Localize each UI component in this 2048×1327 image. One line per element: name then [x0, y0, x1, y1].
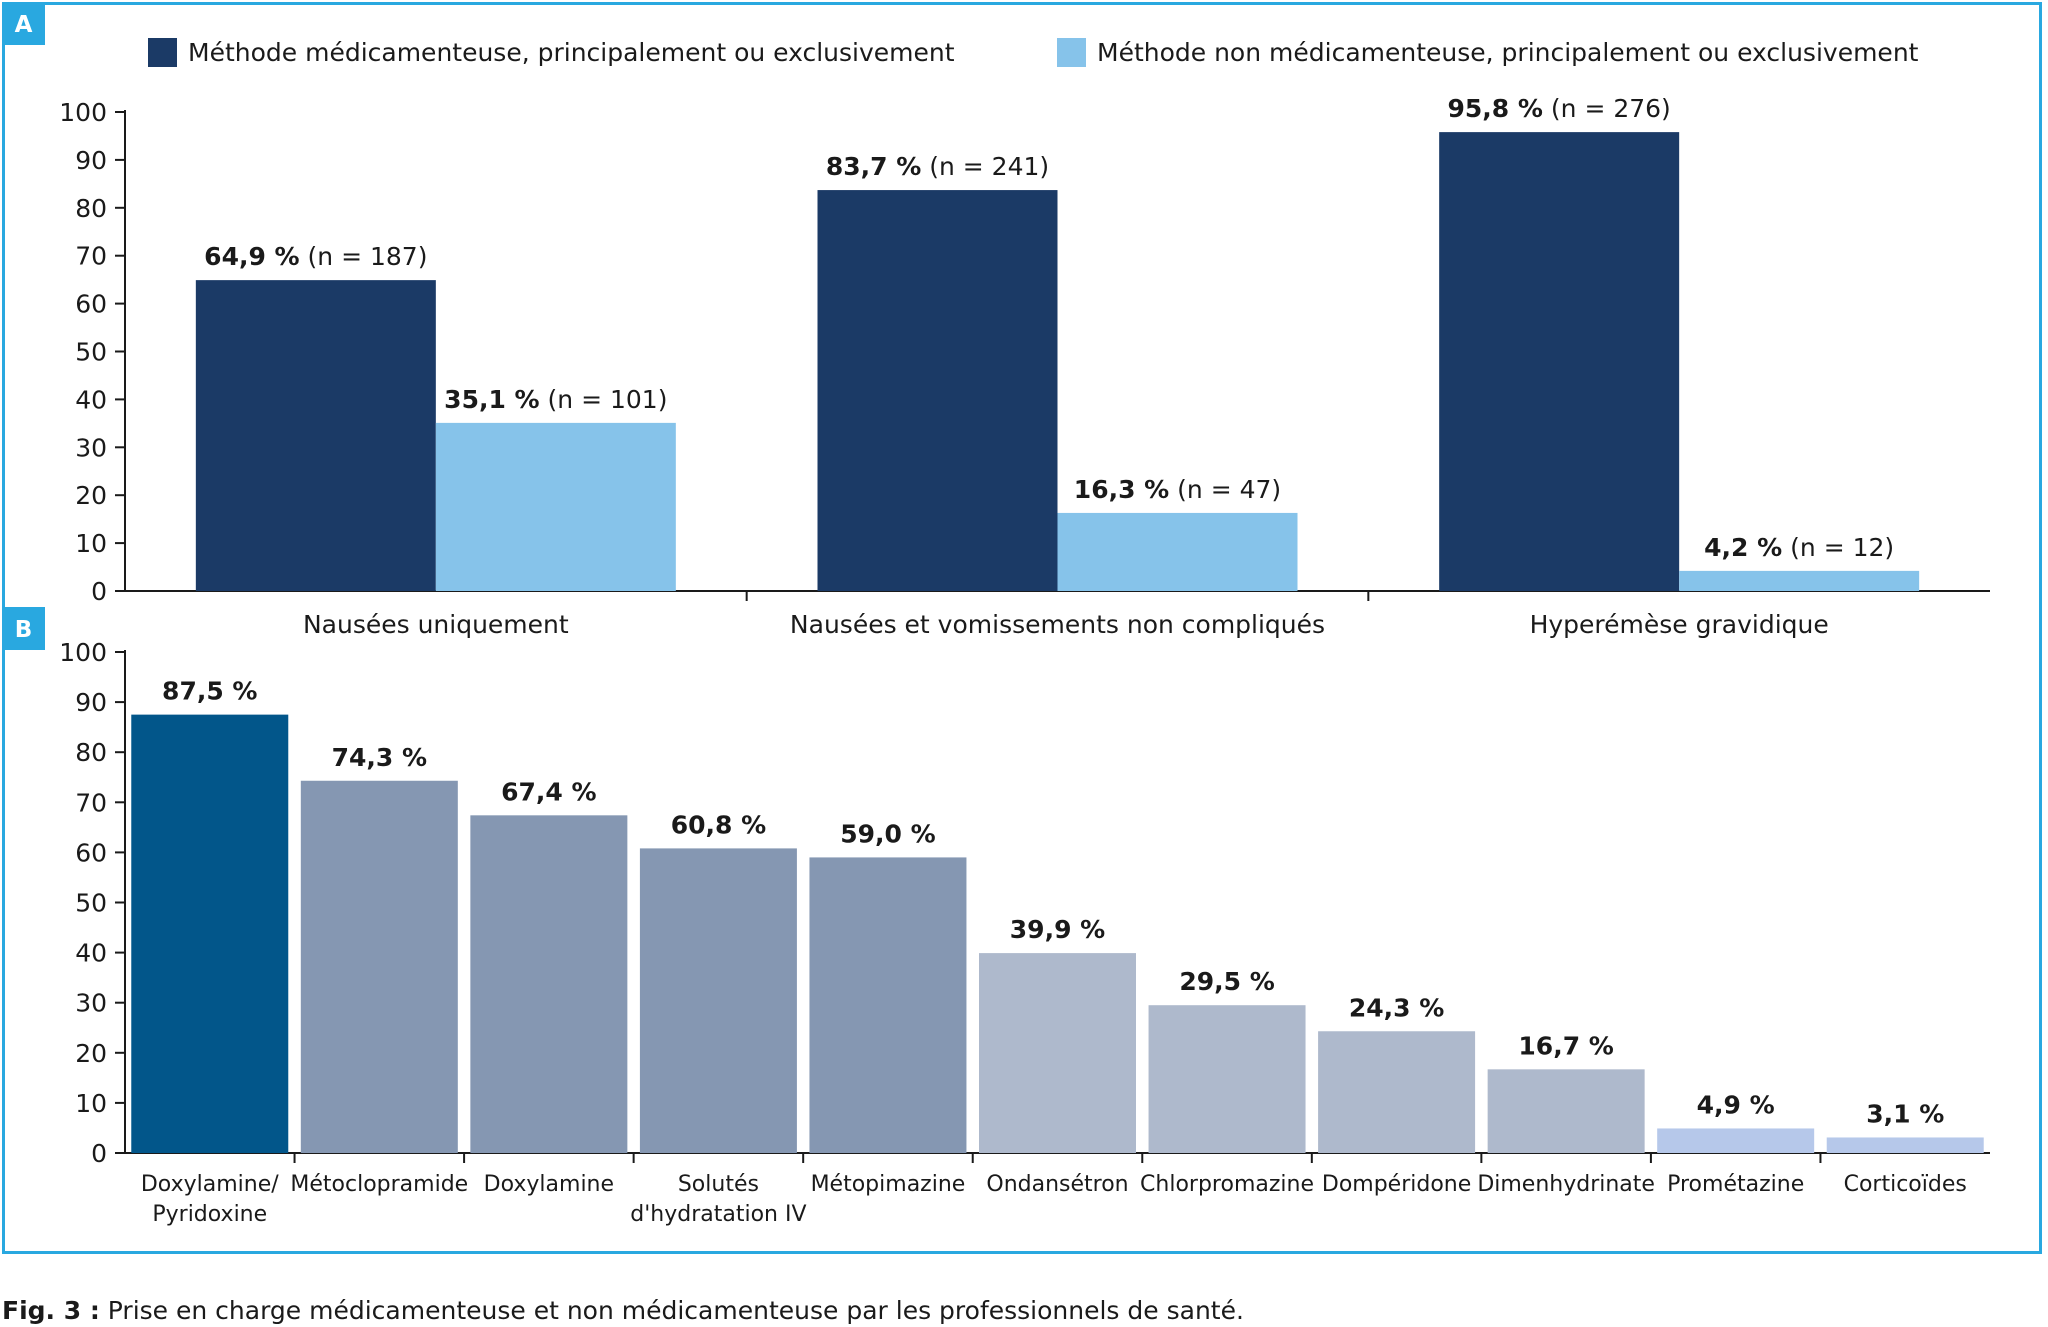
panel-a-bar — [435, 422, 676, 591]
panel-b-y-tick-label: 30 — [75, 989, 107, 1018]
panel-b-bar — [809, 857, 967, 1153]
panel-a-data-label-value: 95,8 % — [1448, 94, 1543, 123]
panel-a-data-label: 4,2 % (n = 12) — [1704, 533, 1894, 562]
panel-b-category-label: Dimenhydrinate — [1477, 1172, 1655, 1197]
panel-a-data-label-value: 64,9 % — [204, 242, 299, 271]
figure-caption: Fig. 3 : Prise en charge médicamenteuse … — [2, 1296, 1244, 1325]
panel-b-category-label: Corticoïdes — [1844, 1172, 1967, 1197]
legend-swatch-2 — [1057, 38, 1086, 67]
panel-b-category-label: Doxylamine/ — [141, 1172, 279, 1197]
legend-label-1: Méthode médicamenteuse, principalement o… — [188, 38, 955, 67]
panel-b-data-label: 59,0 % — [840, 819, 935, 848]
panel-a-data-label-n: (n = 187) — [300, 242, 428, 271]
panel-a-data-label-n: (n = 241) — [921, 152, 1049, 181]
panel-a-y-tick-label: 50 — [75, 338, 107, 367]
panel-a-tag: A — [2, 2, 45, 45]
panel-a-data-label: 64,9 % (n = 187) — [204, 242, 427, 271]
panel-b-data-label: 29,5 % — [1179, 967, 1274, 996]
figure-svg: A Méthode médicamenteuse, principalement … — [2, 2, 1990, 1227]
panel-b-tag-letter: B — [15, 617, 33, 643]
caption-text: Prise en charge médicamenteuse et non mé… — [107, 1296, 1244, 1325]
panel-b-data-label: 24,3 % — [1349, 993, 1444, 1022]
panel-b-y-tick-label: 60 — [75, 838, 107, 867]
panel-b-y-tick-label: 70 — [75, 788, 107, 817]
panel-b-data-label: 87,5 % — [162, 677, 257, 706]
panel-b-category-label: Métoclopramide — [290, 1172, 468, 1197]
panel-a-bar — [1439, 132, 1680, 592]
panel-a-y-tick-label: 70 — [75, 242, 107, 271]
panel-b-category-label: d'hydratation IV — [630, 1202, 806, 1227]
panel-b-data-label: 67,4 % — [501, 777, 596, 806]
panel-a-data-label-n: (n = 12) — [1782, 533, 1894, 562]
panel-b-data-label: 4,9 % — [1697, 1090, 1775, 1119]
panel-b-category-label: Doxylamine — [484, 1172, 614, 1197]
panel-b-bar — [1487, 1069, 1645, 1153]
panel-b-y-tick-label: 100 — [59, 638, 107, 667]
panel-a-y-tick-label: 0 — [91, 577, 107, 606]
panel-a-tag-bg — [2, 2, 45, 45]
panel-a-tag-letter: A — [15, 12, 33, 38]
panel-b-y-tick-label: 20 — [75, 1039, 107, 1068]
panel-b-category-label: Prométazine — [1667, 1172, 1804, 1197]
panel-a-category-label: Hyperémèse gravidique — [1530, 610, 1829, 639]
panel-b-y-tick-label: 50 — [75, 889, 107, 918]
panel-a-data-label: 16,3 % (n = 47) — [1074, 475, 1281, 504]
panel-a-category-label: Nausées et vomissements non compliqués — [790, 610, 1325, 639]
panel-a-y-tick-label: 30 — [75, 433, 107, 462]
panel-b-category-label: Solutés — [678, 1172, 759, 1197]
panel-b-y-tick-label: 10 — [75, 1089, 107, 1118]
panel-b-y-tick-label: 80 — [75, 738, 107, 767]
panel-b-category-label: Ondansétron — [986, 1172, 1128, 1197]
panel-a-bar — [817, 190, 1058, 591]
panel-b-y-tick-label: 40 — [75, 939, 107, 968]
panel-a-data-label-n: (n = 101) — [540, 385, 668, 414]
panel-b-bar — [470, 815, 628, 1153]
panel-b-bar — [300, 780, 458, 1153]
legend-label-2: Méthode non médicamenteuse, principaleme… — [1097, 38, 1919, 67]
panel-b-bar — [1318, 1031, 1476, 1153]
panel-b-bar — [1148, 1005, 1306, 1153]
panel-a-bar — [195, 280, 436, 591]
panel-b-data-label: 39,9 % — [1010, 915, 1105, 944]
panel-a-data-label-n: (n = 47) — [1169, 475, 1281, 504]
panel-b-y-tick-label: 90 — [75, 688, 107, 717]
legend-swatch-1 — [148, 38, 177, 67]
panel-a-y-tick-label: 10 — [75, 529, 107, 558]
panel-b-data-label: 60,8 % — [671, 810, 766, 839]
panel-b-data-label: 3,1 % — [1866, 1099, 1944, 1128]
panel-a-data-label-n: (n = 276) — [1543, 94, 1671, 123]
panel-a-y-tick-label: 40 — [75, 385, 107, 414]
panel-a-y-tick-label: 90 — [75, 146, 107, 175]
panel-b-category-label: Dompéridone — [1322, 1172, 1471, 1197]
panel-b-bar — [1826, 1137, 1984, 1153]
panel-a-bar — [1057, 512, 1298, 591]
panel-b-category-label: Métopimazine — [811, 1172, 966, 1197]
panel-a-y-tick-label: 60 — [75, 290, 107, 319]
panel-a-y-tick-label: 20 — [75, 481, 107, 510]
panel-b-bar — [639, 848, 797, 1153]
panel-a-y-tick-label: 100 — [59, 98, 107, 127]
panel-b-bar — [131, 714, 289, 1153]
panel-a-data-label-value: 16,3 % — [1074, 475, 1169, 504]
panel-b-bar — [979, 953, 1136, 1153]
panel-b-category-label: Pyridoxine — [152, 1202, 267, 1227]
panel-a-bar — [1679, 570, 1920, 591]
panel-b-y-tick-label: 0 — [91, 1139, 107, 1168]
caption-prefix: Fig. 3 : — [2, 1296, 100, 1325]
panel-a-category-label: Nausées uniquement — [303, 610, 569, 639]
panel-b-data-label: 16,7 % — [1518, 1031, 1613, 1060]
panel-b-data-label: 74,3 % — [332, 743, 427, 772]
panel-b-tag: B — [2, 607, 45, 650]
panel-a-data-label: 35,1 % (n = 101) — [444, 385, 667, 414]
panel-a-data-label: 95,8 % (n = 276) — [1448, 94, 1671, 123]
panel-a-data-label: 83,7 % (n = 241) — [826, 152, 1049, 181]
panel-a-data-label-value: 83,7 % — [826, 152, 921, 181]
panel-b-category-label: Chlorpromazine — [1140, 1172, 1314, 1197]
panel-a-data-label-value: 35,1 % — [444, 385, 539, 414]
panel-a-data-label-value: 4,2 % — [1704, 533, 1782, 562]
panel-b-bar — [1657, 1128, 1815, 1153]
panel-b-tag-bg — [2, 607, 45, 650]
panel-a-y-tick-label: 80 — [75, 194, 107, 223]
